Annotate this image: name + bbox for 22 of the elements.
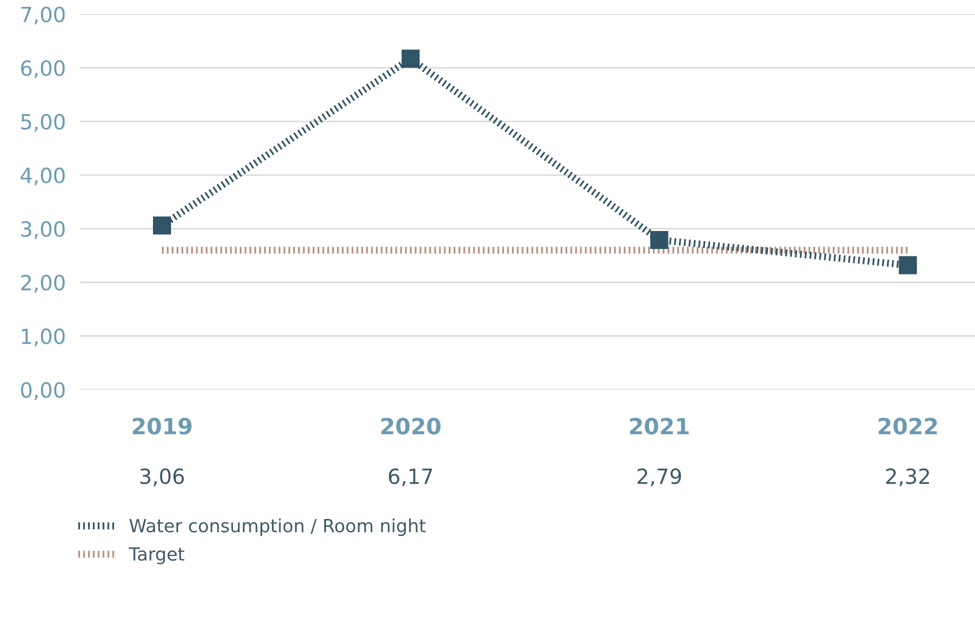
data-label: 6,17 [388,468,432,486]
legend-label: Target [128,547,184,564]
x-tick-label: 2020 [381,418,440,435]
point [152,216,172,235]
y-tick-label: 2,00 [21,274,65,293]
point [650,230,668,250]
y-tick-label: 7,00 [21,6,65,25]
point [402,50,420,68]
x-tick-label: 2022 [878,418,937,435]
x-tick-label: 2021 [630,418,689,435]
legend-label: Water consumption / Room night [129,518,426,536]
data-label: 2,32 [886,468,929,486]
y-tick-label: 3,00 [21,221,65,240]
y-tick-label: 4,00 [20,168,65,186]
data-label: 2,79 [638,468,681,486]
x-tick-label: 2019 [132,418,192,435]
data-label: 3,06 [140,468,184,486]
y-tick-label: 5,00 [21,114,65,132]
point [898,256,917,274]
y-tick-label: 0,00 [21,382,65,400]
y-tick-label: 1,00 [22,328,65,346]
y-tick-label: 6,00 [21,60,65,78]
